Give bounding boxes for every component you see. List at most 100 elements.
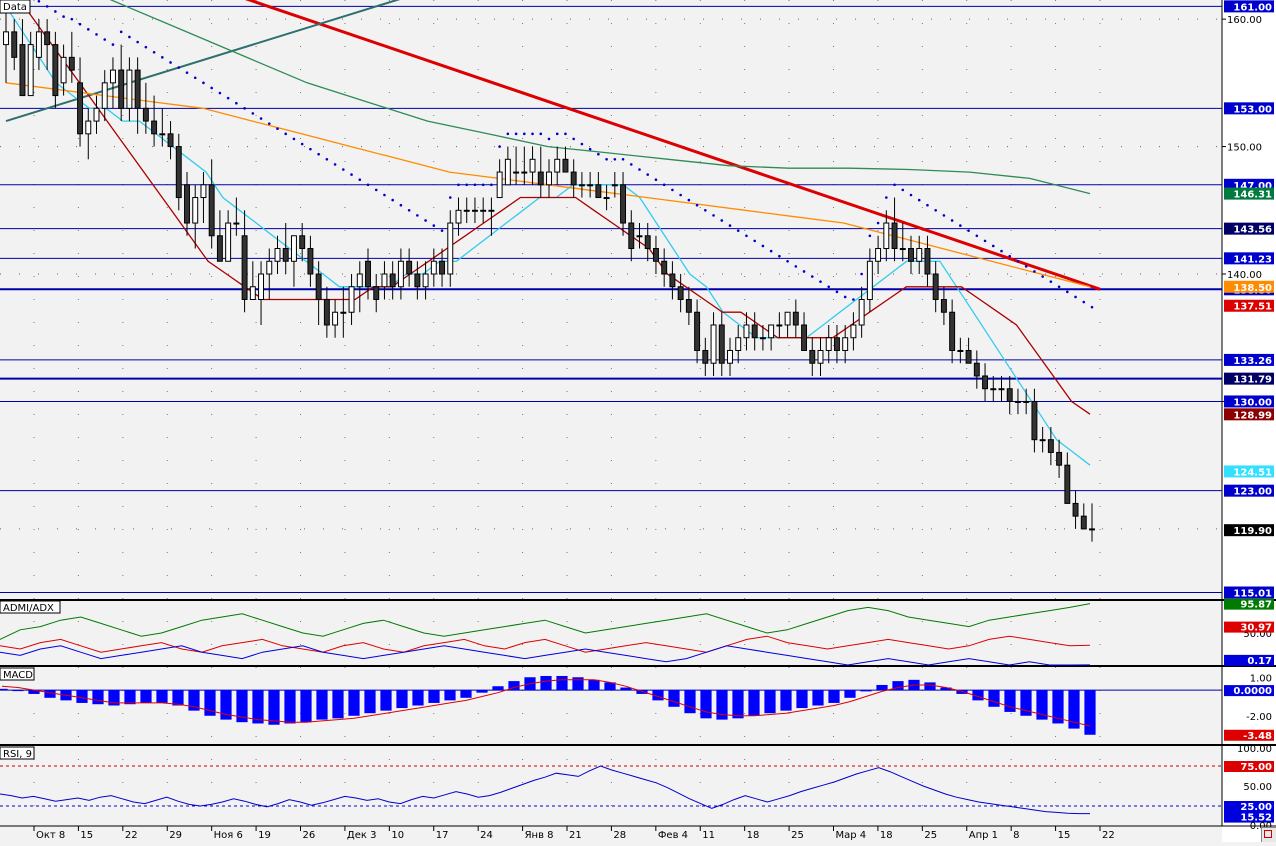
candle-body[interactable] xyxy=(900,249,905,250)
window-corner-button[interactable] xyxy=(1261,827,1276,842)
candle-body[interactable] xyxy=(152,121,157,134)
candle-body[interactable] xyxy=(382,274,387,287)
candle-body[interactable] xyxy=(12,32,17,57)
candle-body[interactable] xyxy=(810,350,815,363)
candle-body[interactable] xyxy=(497,172,502,197)
candle-body[interactable] xyxy=(752,325,757,338)
candle-body[interactable] xyxy=(653,249,658,262)
candle-body[interactable] xyxy=(259,274,264,299)
candle-body[interactable] xyxy=(61,57,66,82)
candle-body[interactable] xyxy=(686,300,691,313)
candle-body[interactable] xyxy=(563,159,568,172)
candle-body[interactable] xyxy=(629,223,634,248)
candle-body[interactable] xyxy=(324,300,329,325)
candle-body[interactable] xyxy=(110,70,115,83)
candle-body[interactable] xyxy=(588,185,593,186)
candle-body[interactable] xyxy=(456,210,461,223)
candle-body[interactable] xyxy=(242,236,247,300)
candle-body[interactable] xyxy=(1048,440,1053,453)
candle-body[interactable] xyxy=(1040,440,1045,441)
candle-body[interactable] xyxy=(522,172,527,173)
candle-body[interactable] xyxy=(604,198,609,199)
candle-body[interactable] xyxy=(777,325,782,326)
candle-body[interactable] xyxy=(876,249,881,262)
candle-body[interactable] xyxy=(941,300,946,313)
candle-body[interactable] xyxy=(283,249,288,262)
candle-body[interactable] xyxy=(4,32,9,45)
candle-body[interactable] xyxy=(431,261,436,274)
candle-body[interactable] xyxy=(102,83,107,108)
candle-body[interactable] xyxy=(859,300,864,325)
candle-body[interactable] xyxy=(892,223,897,248)
candle-body[interactable] xyxy=(481,210,486,211)
candle-body[interactable] xyxy=(1024,401,1029,402)
candle-body[interactable] xyxy=(1057,452,1062,465)
candle-body[interactable] xyxy=(217,236,222,261)
candle-body[interactable] xyxy=(300,236,305,249)
candle-body[interactable] xyxy=(357,274,362,287)
candle-body[interactable] xyxy=(818,350,823,363)
candle-body[interactable] xyxy=(316,274,321,299)
candle-body[interactable] xyxy=(291,236,296,261)
candle-body[interactable] xyxy=(36,32,41,57)
candle-body[interactable] xyxy=(851,325,856,338)
candle-body[interactable] xyxy=(793,312,798,325)
candle-body[interactable] xyxy=(933,274,938,299)
candle-body[interactable] xyxy=(1015,401,1020,402)
candle-body[interactable] xyxy=(448,223,453,274)
candle-body[interactable] xyxy=(662,261,667,274)
candle-body[interactable] xyxy=(728,350,733,363)
candle-body[interactable] xyxy=(127,70,132,108)
candle-body[interactable] xyxy=(925,249,930,274)
candle-body[interactable] xyxy=(489,210,494,211)
candle-body[interactable] xyxy=(834,338,839,351)
candle-body[interactable] xyxy=(1007,389,1012,402)
candle-body[interactable] xyxy=(621,185,626,223)
candle-body[interactable] xyxy=(267,261,272,274)
candle-body[interactable] xyxy=(867,261,872,299)
candle-body[interactable] xyxy=(645,236,650,249)
candle-body[interactable] xyxy=(974,363,979,376)
candle-body[interactable] xyxy=(719,325,724,363)
candle-body[interactable] xyxy=(20,45,25,96)
candle-body[interactable] xyxy=(176,147,181,198)
candle-body[interactable] xyxy=(966,350,971,363)
candle-body[interactable] xyxy=(1032,401,1037,439)
candle-body[interactable] xyxy=(472,210,477,211)
candle-body[interactable] xyxy=(711,325,716,363)
candle-body[interactable] xyxy=(579,185,584,186)
candle-body[interactable] xyxy=(1065,465,1070,503)
candle-body[interactable] xyxy=(374,287,379,300)
candle-body[interactable] xyxy=(464,210,469,211)
candle-body[interactable] xyxy=(86,121,91,134)
candle-body[interactable] xyxy=(168,134,173,147)
candle-body[interactable] xyxy=(884,223,889,248)
candle-body[interactable] xyxy=(612,185,617,186)
candle-body[interactable] xyxy=(226,223,231,261)
candle-body[interactable] xyxy=(234,223,239,224)
candle-body[interactable] xyxy=(398,261,403,286)
candle-body[interactable] xyxy=(1073,503,1078,516)
candle-body[interactable] xyxy=(760,338,765,339)
candle-body[interactable] xyxy=(695,312,700,350)
candle-body[interactable] xyxy=(736,338,741,351)
candle-body[interactable] xyxy=(440,261,445,274)
candle-body[interactable] xyxy=(826,338,831,351)
candle-body[interactable] xyxy=(703,350,708,363)
candle-body[interactable] xyxy=(670,274,675,287)
candle-body[interactable] xyxy=(250,287,255,300)
candle-body[interactable] xyxy=(349,287,354,312)
candle-body[interactable] xyxy=(94,108,99,121)
candle-body[interactable] xyxy=(119,70,124,108)
candle-body[interactable] xyxy=(678,287,683,300)
candle-body[interactable] xyxy=(950,312,955,350)
candle-body[interactable] xyxy=(423,274,428,287)
candle-body[interactable] xyxy=(999,389,1004,390)
candle-body[interactable] xyxy=(991,389,996,390)
candle-body[interactable] xyxy=(843,338,848,351)
candle-body[interactable] xyxy=(538,172,543,185)
candle-body[interactable] xyxy=(596,185,601,198)
candle-body[interactable] xyxy=(143,108,148,121)
candle-body[interactable] xyxy=(341,312,346,313)
candle-body[interactable] xyxy=(415,274,420,287)
